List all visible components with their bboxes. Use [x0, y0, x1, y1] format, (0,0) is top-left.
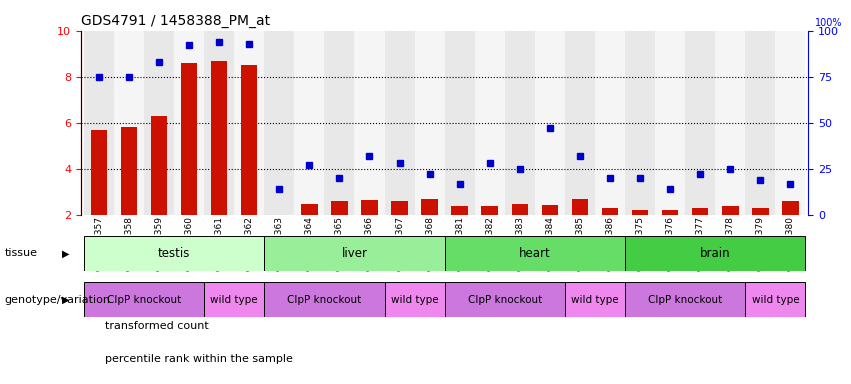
Bar	[745, 31, 775, 215]
Text: heart: heart	[519, 247, 551, 260]
Bar	[715, 31, 745, 215]
Bar	[90, 130, 107, 215]
Text: GDS4791 / 1458388_PM_at: GDS4791 / 1458388_PM_at	[81, 14, 270, 28]
Bar	[782, 201, 799, 215]
Bar	[722, 206, 739, 215]
Bar	[655, 31, 685, 215]
Bar	[265, 282, 385, 317]
Bar	[301, 204, 317, 215]
Bar	[625, 282, 745, 317]
Text: 100%: 100%	[815, 18, 842, 28]
Bar	[151, 116, 168, 215]
Bar	[572, 199, 588, 215]
Bar	[505, 31, 534, 215]
Bar	[331, 201, 348, 215]
Text: wild type: wild type	[391, 295, 438, 305]
Bar	[625, 236, 805, 271]
Text: ▶: ▶	[62, 295, 70, 305]
Text: wild type: wild type	[210, 295, 258, 305]
Bar	[475, 31, 505, 215]
Bar	[541, 205, 558, 215]
Bar	[421, 199, 438, 215]
Bar	[534, 31, 565, 215]
Bar	[144, 31, 174, 215]
Bar	[294, 31, 324, 215]
Text: ClpP knockout: ClpP knockout	[288, 295, 362, 305]
Bar	[355, 31, 385, 215]
Bar	[114, 31, 144, 215]
Bar	[775, 31, 805, 215]
Bar	[662, 210, 678, 215]
Bar	[444, 31, 475, 215]
Bar	[745, 282, 805, 317]
Bar	[324, 31, 355, 215]
Bar	[84, 236, 265, 271]
Text: genotype/variation: genotype/variation	[4, 295, 111, 305]
Bar	[204, 282, 265, 317]
Bar	[84, 31, 114, 215]
Bar	[265, 236, 444, 271]
Text: transformed count: transformed count	[105, 321, 208, 331]
Bar	[84, 282, 204, 317]
Bar	[595, 31, 625, 215]
Bar	[211, 61, 227, 215]
Text: ClpP knockout: ClpP knockout	[107, 295, 181, 305]
Bar	[385, 282, 444, 317]
Bar	[685, 31, 715, 215]
Bar	[631, 210, 648, 215]
Text: brain: brain	[700, 247, 730, 260]
Bar	[414, 31, 444, 215]
Bar	[174, 31, 204, 215]
Bar	[511, 204, 528, 215]
Bar	[602, 208, 619, 215]
Bar	[121, 127, 137, 215]
Bar	[361, 200, 378, 215]
Text: wild type: wild type	[571, 295, 619, 305]
Bar	[565, 282, 625, 317]
Bar	[391, 201, 408, 215]
Bar	[265, 31, 294, 215]
Bar	[204, 31, 234, 215]
Bar	[565, 31, 595, 215]
Bar	[451, 206, 468, 215]
Text: tissue: tissue	[4, 248, 37, 258]
Text: ClpP knockout: ClpP knockout	[648, 295, 722, 305]
Bar	[241, 65, 258, 215]
Text: liver: liver	[341, 247, 368, 260]
Bar	[482, 206, 498, 215]
Bar	[180, 63, 197, 215]
Bar	[234, 31, 265, 215]
Bar	[692, 208, 709, 215]
Text: ▶: ▶	[62, 248, 70, 258]
Text: ClpP knockout: ClpP knockout	[468, 295, 542, 305]
Bar	[752, 208, 768, 215]
Bar	[625, 31, 655, 215]
Bar	[444, 236, 625, 271]
Bar	[444, 282, 565, 317]
Bar	[385, 31, 414, 215]
Text: testis: testis	[158, 247, 191, 260]
Text: percentile rank within the sample: percentile rank within the sample	[105, 354, 293, 364]
Text: wild type: wild type	[751, 295, 799, 305]
